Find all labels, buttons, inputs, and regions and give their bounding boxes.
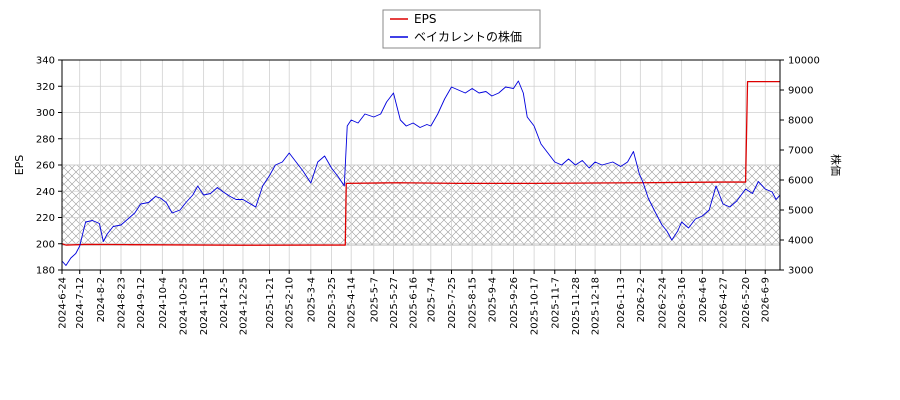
x-tick-label: 2026-1-13 bbox=[616, 277, 627, 329]
x-tick-label: 2024-11-15 bbox=[199, 277, 210, 335]
y-left-tick-label: 200 bbox=[36, 239, 55, 250]
x-tick-label: 2024-10-4 bbox=[158, 277, 169, 329]
y-right-tick-label: 4000 bbox=[788, 236, 813, 247]
x-tick-label: 2024-7-12 bbox=[75, 277, 86, 329]
y-left-tick-label: 280 bbox=[36, 134, 55, 145]
x-tick-label: 2026-3-16 bbox=[677, 277, 688, 329]
x-tick-label: 2025-3-4 bbox=[306, 277, 317, 322]
x-tick-label: 2025-3-25 bbox=[327, 277, 338, 329]
x-tick-label: 2026-2-24 bbox=[657, 277, 668, 329]
y-left-tick-label: 320 bbox=[36, 82, 55, 93]
x-tick-label: 2025-10-17 bbox=[530, 277, 541, 335]
x-tick-label: 2024-8-2 bbox=[96, 277, 107, 322]
x-tick-label: 2026-5-20 bbox=[741, 277, 752, 329]
y-left-tick-label: 300 bbox=[36, 108, 55, 119]
legend: EPS ベイカレントの株価 bbox=[382, 9, 541, 49]
x-tick-label: 2026-6-9 bbox=[761, 277, 772, 322]
x-tick-label: 2025-1-21 bbox=[265, 277, 276, 329]
y-right-tick-label: 6000 bbox=[788, 176, 813, 187]
y-left-tick-label: 240 bbox=[36, 187, 55, 198]
x-tick-label: 2024-8-23 bbox=[117, 277, 128, 329]
y-right-tick-label: 3000 bbox=[788, 266, 813, 277]
x-tick-label: 2025-9-4 bbox=[487, 277, 498, 322]
y-right-tick-label: 8000 bbox=[788, 116, 813, 127]
x-tick-label: 2025-8-15 bbox=[468, 277, 479, 329]
x-tick-label: 2025-11-28 bbox=[571, 277, 582, 335]
y-right-tick-label: 5000 bbox=[788, 206, 813, 217]
stock-price-series-line bbox=[61, 80, 781, 266]
y-left-tick-label: 340 bbox=[36, 56, 55, 67]
legend-label-eps: EPS bbox=[414, 12, 436, 26]
y-left-tick-label: 220 bbox=[36, 213, 55, 224]
x-tick-label: 2025-2-10 bbox=[285, 277, 296, 329]
x-tick-label: 2026-4-27 bbox=[718, 277, 729, 329]
x-tick-label: 2026-4-6 bbox=[698, 277, 709, 322]
x-tick-label: 2025-6-16 bbox=[409, 277, 420, 329]
x-tick-label: 2025-5-7 bbox=[369, 277, 380, 322]
x-tick-label: 2024-12-5 bbox=[219, 277, 230, 329]
x-tick-label: 2025-9-26 bbox=[509, 277, 520, 329]
y-right-tick-label: 7000 bbox=[788, 146, 813, 157]
y-axis-left-title: EPS bbox=[13, 155, 26, 176]
legend-box bbox=[382, 9, 541, 49]
hatched-band bbox=[61, 164, 781, 246]
x-tick-label: 2024-9-12 bbox=[136, 277, 147, 329]
y-left-tick-label: 260 bbox=[36, 161, 55, 172]
legend-label-stock-price: ベイカレントの株価 bbox=[414, 29, 522, 44]
y-axis-right-title: 株価 bbox=[829, 154, 843, 176]
y-left-tick-label: 180 bbox=[36, 266, 55, 277]
x-tick-label: 2025-12-18 bbox=[591, 277, 602, 335]
y-right-tick-label: 9000 bbox=[788, 86, 813, 97]
y-right-tick-label: 10000 bbox=[788, 56, 820, 67]
x-tick-label: 2024-6-24 bbox=[58, 277, 69, 329]
x-tick-label: 2025-11-7 bbox=[550, 277, 561, 329]
x-tick-label: 2024-10-25 bbox=[178, 277, 189, 335]
x-tick-label: 2025-5-27 bbox=[389, 277, 400, 329]
x-tick-label: 2025-7-25 bbox=[447, 277, 458, 329]
x-tick-label: 2025-7-4 bbox=[426, 277, 437, 322]
x-tick-label: 2025-4-14 bbox=[347, 277, 358, 329]
x-tick-label: 2024-12-25 bbox=[238, 277, 249, 335]
eps-series-line bbox=[61, 81, 780, 246]
x-tick-label: 2026-2-2 bbox=[636, 277, 647, 322]
